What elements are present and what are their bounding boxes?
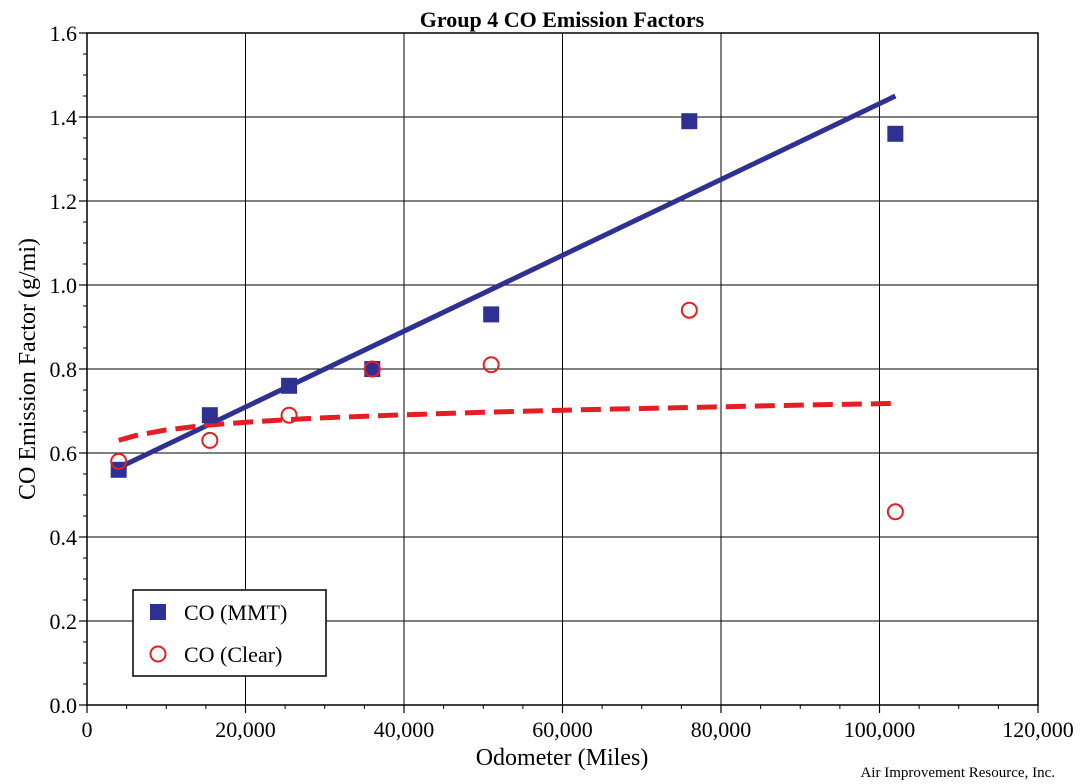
x-tick-label: 40,000	[374, 717, 435, 742]
x-tick-label: 20,000	[215, 717, 276, 742]
point-co-clear	[201, 431, 219, 449]
point-co-clear	[482, 356, 500, 374]
y-tick-label: 1.6	[50, 21, 78, 46]
y-axis: 0.0 0.2 0.4 0.6 0.8 1.0 1.2 1.4 1.6	[50, 21, 87, 718]
trendlines	[117, 93, 897, 470]
chart-title: Group 4 CO Emission Factors	[420, 7, 705, 32]
y-tick-label: 1.4	[50, 105, 78, 130]
trendline-co-clear	[118, 400, 896, 443]
point-co-clear	[280, 406, 298, 424]
y-tick-label: 0.0	[50, 693, 78, 718]
legend-marker-co-mmt	[150, 604, 166, 620]
y-tick-label: 1.0	[50, 273, 78, 298]
point-co-clear	[110, 452, 128, 470]
x-tick-label: 100,000	[844, 717, 916, 742]
y-tick-label: 0.8	[50, 357, 78, 382]
point-co-mmt	[201, 407, 218, 424]
point-co-clear	[680, 301, 698, 319]
legend-marker-co-clear	[149, 645, 167, 663]
point-co-mmt	[887, 125, 904, 142]
point-co-mmt	[681, 113, 698, 130]
x-tick-label: 80,000	[691, 717, 752, 742]
point-co-clear	[363, 360, 381, 378]
legend-label: CO (MMT)	[184, 600, 287, 625]
point-co-mmt	[281, 377, 298, 394]
trendline-co-mmt	[117, 93, 897, 470]
y-tick-label: 0.2	[50, 609, 78, 634]
credit-text: Air Improvement Resource, Inc.	[860, 765, 1055, 781]
legend-label: CO (Clear)	[184, 642, 282, 667]
x-tick-label: 120,000	[1002, 717, 1074, 742]
x-tick-label: 0	[82, 717, 93, 742]
point-co-mmt	[364, 361, 381, 377]
point-co-mmt	[483, 306, 500, 323]
y-tick-label: 0.4	[50, 525, 78, 550]
y-tick-label: 0.6	[50, 441, 78, 466]
data-points	[110, 113, 904, 521]
y-tick-label: 1.2	[50, 189, 78, 214]
y-axis-label: CO Emission Factor (g/mi)	[15, 238, 41, 500]
x-axis: 0 20,000 40,000 60,000 80,000 100,000 120,000	[82, 705, 1074, 742]
x-axis-label: Odometer (Miles)	[476, 745, 649, 771]
point-co-clear	[886, 503, 904, 521]
legend: CO (MMT) CO (Clear)	[132, 589, 327, 677]
x-tick-label: 60,000	[532, 717, 593, 742]
